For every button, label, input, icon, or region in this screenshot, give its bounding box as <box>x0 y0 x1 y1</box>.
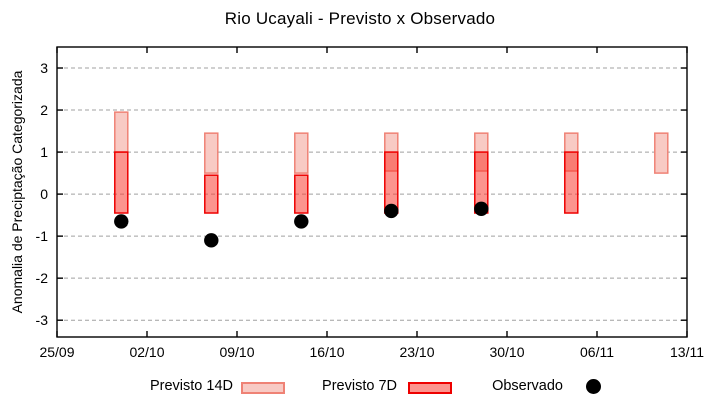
x-axis-ticks: 25/09 02/10 09/10 16/10 23/10 30/10 06/11 13/11 <box>39 47 704 360</box>
svg-text:1: 1 <box>40 144 48 160</box>
legend-label-observado: Observado <box>492 378 563 394</box>
svg-text:0: 0 <box>40 186 48 202</box>
svg-text:-2: -2 <box>36 270 49 286</box>
svg-text:16/10: 16/10 <box>309 344 344 360</box>
svg-text:06/11: 06/11 <box>580 344 614 360</box>
legend-label-previsto-14d: Previsto 14D <box>149 378 233 394</box>
svg-text:13/11: 13/11 <box>670 344 704 360</box>
svg-text:30/10: 30/10 <box>489 344 524 360</box>
svg-text:3: 3 <box>40 60 48 76</box>
legend-swatch-previsto-14d <box>241 382 285 394</box>
plot-border <box>56 46 688 338</box>
legend-swatch-previsto-7d <box>408 382 452 394</box>
chart-title: Rio Ucayali - Previsto x Observado <box>224 9 496 28</box>
svg-text:02/10: 02/10 <box>129 344 164 360</box>
legend-label-previsto-7d: Previsto 7D <box>322 378 397 394</box>
svg-text:-3: -3 <box>36 312 49 328</box>
legend-marker-observado <box>586 379 601 394</box>
svg-text:23/10: 23/10 <box>399 344 434 360</box>
series-previsto-7d <box>114 151 579 214</box>
svg-text:-1: -1 <box>36 228 49 244</box>
svg-text:25/09: 25/09 <box>39 344 74 360</box>
y-gridlines-and-ticks: 3 2 1 0 -1 -2 -3 <box>36 60 687 328</box>
series-observado <box>114 201 489 248</box>
svg-text:09/10: 09/10 <box>219 344 254 360</box>
svg-text:2: 2 <box>40 102 48 118</box>
